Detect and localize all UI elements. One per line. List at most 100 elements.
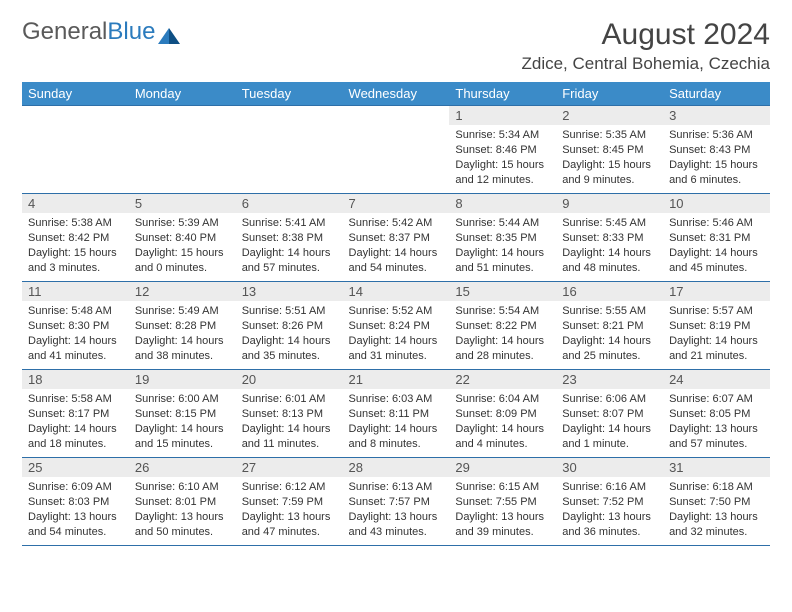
- day-number: 3: [663, 106, 770, 125]
- day-info: Sunrise: 6:18 AMSunset: 7:50 PMDaylight:…: [663, 477, 770, 543]
- calendar-day-cell: 11Sunrise: 5:48 AMSunset: 8:30 PMDayligh…: [22, 282, 129, 370]
- day-number: 18: [22, 370, 129, 389]
- day-number: 6: [236, 194, 343, 213]
- calendar-header-row: SundayMondayTuesdayWednesdayThursdayFrid…: [22, 82, 770, 106]
- calendar-day-cell: 14Sunrise: 5:52 AMSunset: 8:24 PMDayligh…: [343, 282, 450, 370]
- day-info: Sunrise: 5:42 AMSunset: 8:37 PMDaylight:…: [343, 213, 450, 279]
- calendar-day-cell: 10Sunrise: 5:46 AMSunset: 8:31 PMDayligh…: [663, 194, 770, 282]
- calendar-day-cell: 5Sunrise: 5:39 AMSunset: 8:40 PMDaylight…: [129, 194, 236, 282]
- day-number: 13: [236, 282, 343, 301]
- day-info: Sunrise: 5:58 AMSunset: 8:17 PMDaylight:…: [22, 389, 129, 455]
- day-number: 30: [556, 458, 663, 477]
- day-info: Sunrise: 6:13 AMSunset: 7:57 PMDaylight:…: [343, 477, 450, 543]
- weekday-header: Tuesday: [236, 82, 343, 106]
- weekday-header: Monday: [129, 82, 236, 106]
- day-number: 28: [343, 458, 450, 477]
- day-info: Sunrise: 5:57 AMSunset: 8:19 PMDaylight:…: [663, 301, 770, 367]
- calendar-day-cell: 29Sunrise: 6:15 AMSunset: 7:55 PMDayligh…: [449, 458, 556, 546]
- day-number: 27: [236, 458, 343, 477]
- calendar-day-cell: 23Sunrise: 6:06 AMSunset: 8:07 PMDayligh…: [556, 370, 663, 458]
- calendar-day-cell: 2Sunrise: 5:35 AMSunset: 8:45 PMDaylight…: [556, 106, 663, 194]
- day-info: Sunrise: 5:45 AMSunset: 8:33 PMDaylight:…: [556, 213, 663, 279]
- brand-part1: General: [22, 18, 107, 46]
- day-number: 20: [236, 370, 343, 389]
- calendar-day-cell: 6Sunrise: 5:41 AMSunset: 8:38 PMDaylight…: [236, 194, 343, 282]
- weekday-header: Wednesday: [343, 82, 450, 106]
- day-info: Sunrise: 5:49 AMSunset: 8:28 PMDaylight:…: [129, 301, 236, 367]
- day-info: Sunrise: 6:03 AMSunset: 8:11 PMDaylight:…: [343, 389, 450, 455]
- header: GeneralBlue August 2024 Zdice, Central B…: [22, 18, 770, 74]
- day-info: Sunrise: 5:41 AMSunset: 8:38 PMDaylight:…: [236, 213, 343, 279]
- brand-logo: GeneralBlue: [22, 18, 180, 46]
- weekday-header: Thursday: [449, 82, 556, 106]
- day-info: Sunrise: 5:55 AMSunset: 8:21 PMDaylight:…: [556, 301, 663, 367]
- calendar-day-cell: 8Sunrise: 5:44 AMSunset: 8:35 PMDaylight…: [449, 194, 556, 282]
- day-number: 31: [663, 458, 770, 477]
- calendar-day-cell: 21Sunrise: 6:03 AMSunset: 8:11 PMDayligh…: [343, 370, 450, 458]
- day-number: 19: [129, 370, 236, 389]
- day-number: 1: [449, 106, 556, 125]
- brand-part2: Blue: [107, 18, 155, 46]
- day-number: 12: [129, 282, 236, 301]
- calendar-day-cell: 13Sunrise: 5:51 AMSunset: 8:26 PMDayligh…: [236, 282, 343, 370]
- day-number: 8: [449, 194, 556, 213]
- calendar-day-cell: 19Sunrise: 6:00 AMSunset: 8:15 PMDayligh…: [129, 370, 236, 458]
- calendar-day-cell: [22, 106, 129, 194]
- day-info: Sunrise: 5:54 AMSunset: 8:22 PMDaylight:…: [449, 301, 556, 367]
- day-info: Sunrise: 5:46 AMSunset: 8:31 PMDaylight:…: [663, 213, 770, 279]
- weekday-header: Sunday: [22, 82, 129, 106]
- day-info: Sunrise: 6:10 AMSunset: 8:01 PMDaylight:…: [129, 477, 236, 543]
- calendar-day-cell: 26Sunrise: 6:10 AMSunset: 8:01 PMDayligh…: [129, 458, 236, 546]
- calendar-day-cell: 31Sunrise: 6:18 AMSunset: 7:50 PMDayligh…: [663, 458, 770, 546]
- day-info: Sunrise: 5:34 AMSunset: 8:46 PMDaylight:…: [449, 125, 556, 191]
- day-number: 15: [449, 282, 556, 301]
- day-number: 21: [343, 370, 450, 389]
- calendar-day-cell: 16Sunrise: 5:55 AMSunset: 8:21 PMDayligh…: [556, 282, 663, 370]
- calendar-table: SundayMondayTuesdayWednesdayThursdayFrid…: [22, 82, 770, 546]
- calendar-day-cell: 9Sunrise: 5:45 AMSunset: 8:33 PMDaylight…: [556, 194, 663, 282]
- day-info: Sunrise: 6:07 AMSunset: 8:05 PMDaylight:…: [663, 389, 770, 455]
- day-number: 16: [556, 282, 663, 301]
- calendar-day-cell: 4Sunrise: 5:38 AMSunset: 8:42 PMDaylight…: [22, 194, 129, 282]
- calendar-day-cell: 28Sunrise: 6:13 AMSunset: 7:57 PMDayligh…: [343, 458, 450, 546]
- day-number: 5: [129, 194, 236, 213]
- day-number: 14: [343, 282, 450, 301]
- calendar-week-row: 11Sunrise: 5:48 AMSunset: 8:30 PMDayligh…: [22, 282, 770, 370]
- day-info: Sunrise: 6:00 AMSunset: 8:15 PMDaylight:…: [129, 389, 236, 455]
- day-number: 26: [129, 458, 236, 477]
- calendar-day-cell: 15Sunrise: 5:54 AMSunset: 8:22 PMDayligh…: [449, 282, 556, 370]
- weekday-header: Friday: [556, 82, 663, 106]
- day-info: Sunrise: 5:38 AMSunset: 8:42 PMDaylight:…: [22, 213, 129, 279]
- day-info: Sunrise: 6:12 AMSunset: 7:59 PMDaylight:…: [236, 477, 343, 543]
- day-number: 29: [449, 458, 556, 477]
- calendar-day-cell: [129, 106, 236, 194]
- calendar-week-row: 25Sunrise: 6:09 AMSunset: 8:03 PMDayligh…: [22, 458, 770, 546]
- day-number: 11: [22, 282, 129, 301]
- day-info: Sunrise: 6:06 AMSunset: 8:07 PMDaylight:…: [556, 389, 663, 455]
- day-info: Sunrise: 5:52 AMSunset: 8:24 PMDaylight:…: [343, 301, 450, 367]
- logo-mark-icon: [158, 23, 180, 41]
- calendar-day-cell: 17Sunrise: 5:57 AMSunset: 8:19 PMDayligh…: [663, 282, 770, 370]
- calendar-day-cell: 24Sunrise: 6:07 AMSunset: 8:05 PMDayligh…: [663, 370, 770, 458]
- calendar-day-cell: 18Sunrise: 5:58 AMSunset: 8:17 PMDayligh…: [22, 370, 129, 458]
- day-info: Sunrise: 5:35 AMSunset: 8:45 PMDaylight:…: [556, 125, 663, 191]
- calendar-day-cell: [236, 106, 343, 194]
- day-info: Sunrise: 6:01 AMSunset: 8:13 PMDaylight:…: [236, 389, 343, 455]
- calendar-day-cell: 1Sunrise: 5:34 AMSunset: 8:46 PMDaylight…: [449, 106, 556, 194]
- day-number: 10: [663, 194, 770, 213]
- day-number: 23: [556, 370, 663, 389]
- day-number: 2: [556, 106, 663, 125]
- day-info: Sunrise: 6:04 AMSunset: 8:09 PMDaylight:…: [449, 389, 556, 455]
- day-info: Sunrise: 6:15 AMSunset: 7:55 PMDaylight:…: [449, 477, 556, 543]
- calendar-day-cell: 20Sunrise: 6:01 AMSunset: 8:13 PMDayligh…: [236, 370, 343, 458]
- day-number: 22: [449, 370, 556, 389]
- day-info: Sunrise: 6:16 AMSunset: 7:52 PMDaylight:…: [556, 477, 663, 543]
- calendar-day-cell: 25Sunrise: 6:09 AMSunset: 8:03 PMDayligh…: [22, 458, 129, 546]
- day-number: 9: [556, 194, 663, 213]
- day-number: 7: [343, 194, 450, 213]
- calendar-week-row: 18Sunrise: 5:58 AMSunset: 8:17 PMDayligh…: [22, 370, 770, 458]
- month-title: August 2024: [521, 18, 770, 52]
- calendar-day-cell: [343, 106, 450, 194]
- calendar-day-cell: 22Sunrise: 6:04 AMSunset: 8:09 PMDayligh…: [449, 370, 556, 458]
- day-number: 4: [22, 194, 129, 213]
